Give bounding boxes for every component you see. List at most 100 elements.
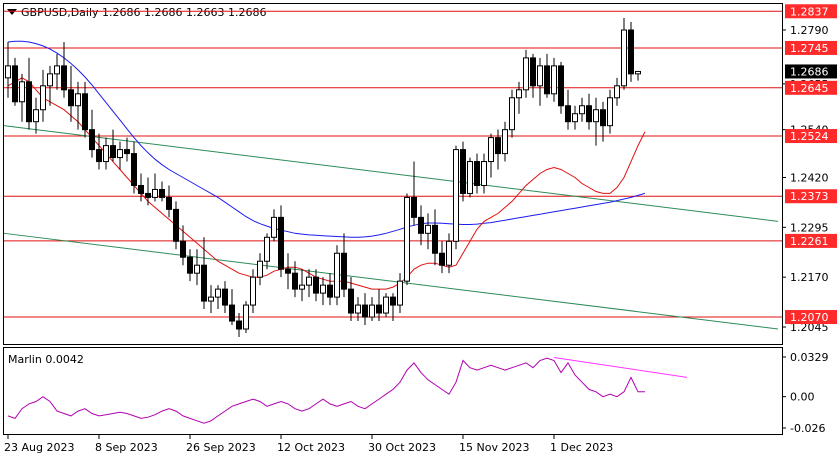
oscillator-line (7, 357, 645, 424)
candle-body (285, 268, 291, 274)
candle-body (271, 216, 277, 238)
candle-body (565, 105, 571, 123)
candle-body (180, 240, 186, 258)
candle-body (89, 129, 95, 151)
candle-body (166, 196, 172, 210)
level-label: 1.2837 (790, 5, 829, 18)
candle-body (509, 97, 515, 131)
candle-body (376, 304, 382, 314)
price-tick-label: 1.2790 (790, 24, 829, 37)
candle-body (551, 65, 557, 95)
candle-body (68, 89, 74, 107)
candle-body (250, 276, 256, 306)
level-label-box (785, 40, 837, 55)
candle-body (390, 296, 396, 306)
candle-body (418, 216, 424, 234)
candle-body (495, 137, 501, 155)
candle-body (530, 57, 536, 87)
level-label-box (785, 129, 837, 144)
level-label-box (785, 80, 837, 95)
date-tick-label: 26 Sep 2023 (186, 441, 256, 454)
candle-body (12, 65, 18, 103)
candle-body (26, 81, 32, 123)
level-label: 1.2261 (790, 235, 829, 248)
candle-body (201, 264, 207, 302)
price-tick-label: 1.2170 (790, 271, 829, 284)
candle-body (292, 272, 298, 290)
candle-body (635, 70, 641, 75)
candle-body (299, 284, 305, 290)
candle-body (236, 320, 242, 330)
candle-body (348, 288, 354, 314)
candle-body (383, 296, 389, 314)
indicator-tick-label: 0.0329 (790, 351, 829, 364)
trend-lines (3, 125, 779, 330)
candle-body (313, 276, 319, 294)
candle-body (460, 149, 466, 194)
candle-body (537, 65, 543, 87)
candle-body (40, 85, 46, 111)
collapse-triangle-icon[interactable] (7, 9, 17, 15)
candle-body (187, 256, 193, 274)
price-tick-label: 1.2295 (790, 221, 829, 234)
candle-body (614, 85, 620, 99)
level-label: 1.2645 (790, 82, 829, 95)
candle-body (593, 109, 599, 123)
candle-body (369, 304, 375, 318)
candle-body (54, 65, 60, 75)
divergence-line (553, 356, 688, 378)
candle-body (61, 65, 67, 91)
level-label: 1.2070 (790, 311, 829, 324)
candle-body (558, 65, 564, 107)
candle-body (47, 73, 53, 87)
candle-body (579, 105, 585, 115)
date-tick-label: 8 Sep 2023 (95, 441, 158, 454)
indicator-axis: 0.0329 0.00 -0.026 (782, 351, 829, 435)
date-tick-label: 15 Nov 2023 (459, 441, 529, 454)
candle-body (502, 129, 508, 155)
candle-body (439, 252, 445, 266)
candle-body (82, 93, 88, 131)
candle-body (159, 188, 165, 198)
candle-body (306, 276, 312, 286)
level-label-box (785, 233, 837, 248)
date-tick-label: 12 Oct 2023 (277, 441, 345, 454)
candle-body (152, 188, 158, 198)
candle-body (173, 208, 179, 242)
candle-body (208, 296, 214, 302)
candle-body (215, 288, 221, 298)
candle-body (257, 260, 263, 278)
candle-body (607, 97, 613, 127)
candle-body (33, 109, 39, 123)
candle-body (397, 280, 403, 306)
candle-body (278, 216, 284, 270)
current-price-box (785, 64, 837, 79)
horizontal-levels (4, 10, 782, 318)
candle-body (404, 196, 410, 282)
level-label: 1.2745 (790, 42, 829, 55)
candle-body (222, 288, 228, 306)
candle-body (362, 304, 368, 318)
level-label: 1.2524 (790, 130, 829, 143)
candle-body (264, 236, 270, 262)
candle-body (572, 113, 578, 123)
candle-body (327, 284, 333, 298)
candle-body (600, 109, 606, 127)
slow-moving-average (7, 40, 646, 238)
fast-moving-average (7, 77, 646, 290)
indicator-label: Marlin 0.0042 (8, 353, 84, 366)
candle-body (341, 252, 347, 290)
level-label: 1.2373 (790, 190, 829, 203)
candle-body (355, 304, 361, 314)
candle-body (138, 184, 144, 194)
candle-body (516, 89, 522, 99)
candle-body (523, 57, 529, 91)
candle-body (131, 153, 137, 186)
candle-body (110, 145, 116, 159)
candle-body (481, 161, 487, 186)
candle-body (19, 81, 25, 103)
price-tick-label: 1.2420 (790, 172, 829, 185)
marlin-oscillator (7, 356, 688, 424)
candle-body (117, 149, 123, 159)
